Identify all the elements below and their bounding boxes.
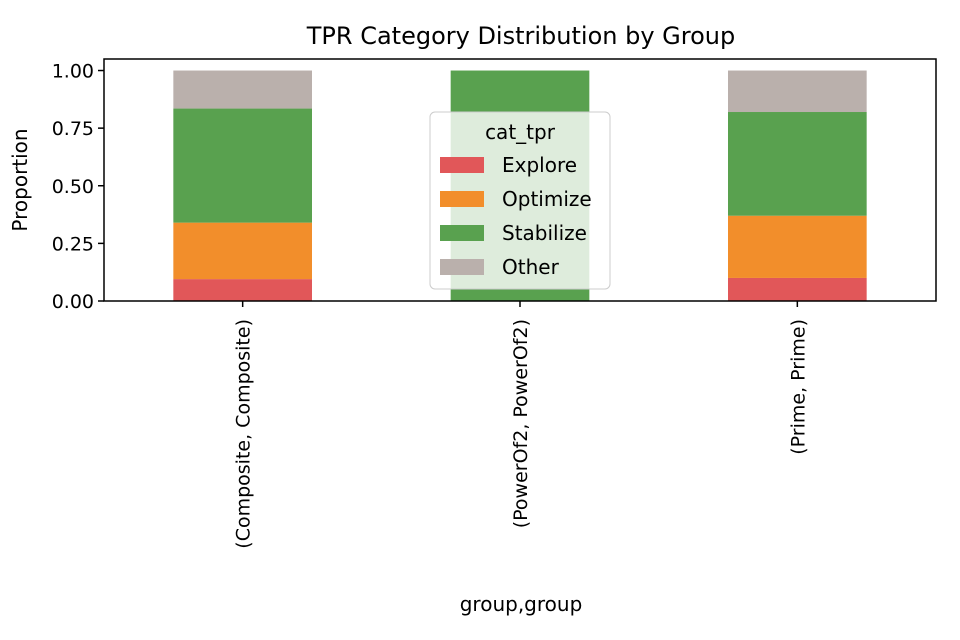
y-tick-label: 0.00 xyxy=(52,291,94,313)
bar-explore-0 xyxy=(173,279,312,301)
x-tick-label: (Prime, Prime) xyxy=(787,319,809,455)
x-axis-label: group,group xyxy=(460,592,583,616)
bar-optimize-0 xyxy=(173,222,312,280)
legend-label-stabilize: Stabilize xyxy=(502,221,587,245)
y-tick-label: 0.75 xyxy=(52,118,94,140)
bar-optimize-2 xyxy=(728,215,867,278)
legend-swatch-stabilize xyxy=(440,225,484,241)
bar-stabilize-0 xyxy=(173,108,312,223)
legend-box xyxy=(429,111,611,290)
legend-swatch-optimize xyxy=(440,191,484,207)
legend-title: cat_tpr xyxy=(485,120,556,144)
legend: cat_tpr Explore Optimize Stabilize Other xyxy=(429,111,611,290)
x-tick-label: (Composite, Composite) xyxy=(233,319,255,549)
x-tick-label: (PowerOf2, PowerOf2) xyxy=(510,319,532,528)
legend-label-explore: Explore xyxy=(502,153,577,177)
legend-swatch-explore xyxy=(440,157,484,173)
y-axis-label: Proportion xyxy=(8,128,32,231)
y-tick-label: 0.50 xyxy=(52,176,94,198)
bar-stabilize-2 xyxy=(728,112,867,216)
bar-other-2 xyxy=(728,70,867,113)
x-axis: (Composite, Composite) (PowerOf2, PowerOf… xyxy=(233,301,809,549)
legend-swatch-other xyxy=(440,259,484,275)
legend-label-optimize: Optimize xyxy=(502,187,592,211)
y-tick-label: 0.25 xyxy=(52,233,94,255)
y-axis: 0.00 0.25 0.50 0.75 1.00 xyxy=(52,61,104,313)
bar-other-0 xyxy=(173,70,312,109)
y-tick-label: 1.00 xyxy=(52,61,94,83)
legend-label-other: Other xyxy=(502,255,560,279)
bar-explore-2 xyxy=(728,277,867,301)
chart-title: TPR Category Distribution by Group xyxy=(306,22,735,50)
